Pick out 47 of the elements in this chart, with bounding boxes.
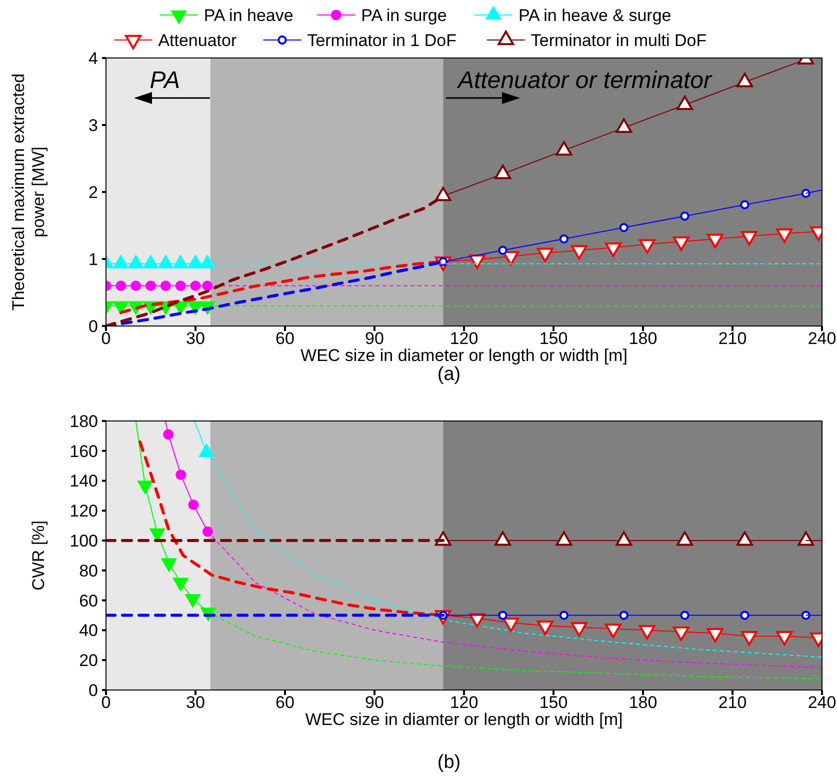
y-tick-label: 20: [79, 651, 98, 670]
x-tick-label: 180: [628, 329, 658, 348]
x-axis-title: WEC size in diamter or length or width [m]: [305, 710, 623, 729]
x-tick-label: 180: [628, 693, 658, 712]
y-tick-label: 1: [88, 250, 98, 269]
y-axis-title: Theoretical maximum extracted power [MW]: [9, 73, 48, 311]
legend-label: Attenuator: [158, 30, 237, 50]
y-tick-label: 0: [88, 680, 98, 700]
x-tick-label: 30: [186, 693, 205, 712]
x-tick-label: 0: [101, 329, 111, 348]
x-tick-label: 90: [365, 329, 384, 348]
x-tick-label: 90: [365, 693, 384, 712]
x-tick-label: 210: [718, 329, 747, 348]
annotation: Attenuator or terminator: [456, 67, 712, 94]
x-tick-label: 0: [101, 693, 111, 712]
x-tick-label: 120: [450, 693, 478, 712]
x-tick-label: 150: [539, 329, 568, 348]
y-tick-label: 40: [79, 621, 98, 640]
y-tick-label: 100: [70, 532, 98, 551]
y-axis-title: CWR [%]: [29, 520, 48, 590]
legend-label: Terminator in 1 DoF: [307, 30, 456, 50]
x-tick-label: 60: [276, 693, 294, 712]
y-tick-label: 140: [70, 472, 98, 491]
x-tick-label: 210: [718, 693, 747, 712]
annotation: PA: [150, 67, 180, 94]
x-tick-label: 240: [808, 329, 836, 348]
x-tick-label: 30: [186, 329, 205, 348]
x-tick-label: 240: [808, 693, 836, 712]
text: (b): [437, 752, 461, 773]
y-tick-label: 120: [70, 502, 98, 521]
x-tick-label: 150: [539, 693, 568, 712]
text: (a): [437, 364, 461, 385]
x-tick-label: 120: [450, 329, 478, 348]
y-tick-label: 4: [88, 48, 98, 68]
y-tick-label: 80: [79, 561, 98, 580]
y-tick-label: 160: [70, 442, 98, 461]
y-tick-label: 60: [79, 591, 98, 610]
legend-label: PA in heave: [204, 6, 294, 25]
legend-label: PA in heave & surge: [518, 6, 672, 25]
y-tick-label: 2: [88, 182, 98, 202]
y-tick-label: 3: [88, 116, 98, 135]
y-tick-label: 0: [88, 316, 98, 336]
legend-label: PA in surge: [361, 6, 447, 25]
x-tick-label: 60: [276, 329, 294, 348]
x-axis-title: WEC size in diameter or length or width [m]: [300, 346, 628, 365]
y-tick-label: 180: [70, 412, 98, 431]
legend-label: Terminator in multi DoF: [530, 30, 707, 50]
